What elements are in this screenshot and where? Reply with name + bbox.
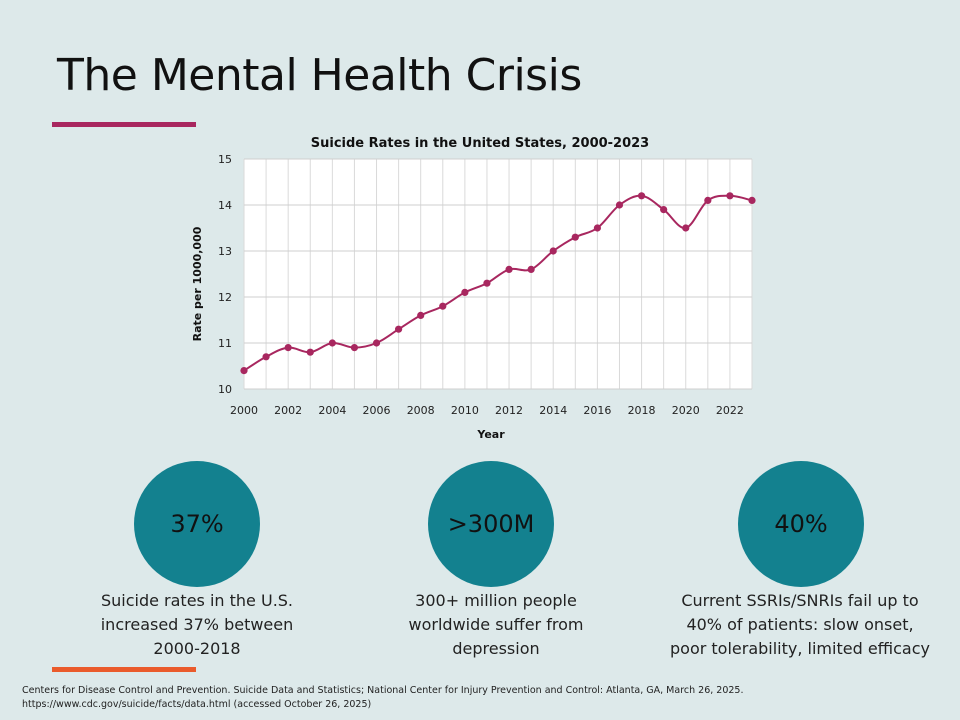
x-tick-label: 2020 [672, 404, 700, 417]
footer-accent-bar [52, 667, 196, 672]
data-point [350, 344, 359, 352]
data-point [748, 196, 756, 204]
x-tick-label: 2002 [274, 404, 302, 417]
stat-description-line: 300+ million people [415, 591, 577, 610]
x-tick-label: 2016 [583, 404, 611, 417]
stat-circle-40-percent: 40% [738, 461, 864, 587]
x-tick-label: 2012 [495, 404, 523, 417]
x-tick-label: 2018 [628, 404, 656, 417]
stat-description-line: depression [452, 639, 540, 658]
citation-url: https://www.cdc.gov/suicide/facts/data.h… [22, 699, 372, 710]
stat-description-2: 300+ million people worldwide suffer fro… [351, 589, 641, 661]
citation: Centers for Disease Control and Preventi… [22, 684, 942, 712]
x-tick-label: 2022 [716, 404, 744, 417]
data-point [372, 339, 381, 347]
y-tick-label: 15 [218, 153, 232, 166]
data-point [439, 302, 447, 310]
x-tick-label: 2004 [318, 404, 346, 417]
plot-area [244, 159, 752, 389]
stat-value: 40% [774, 510, 828, 538]
stat-description-3: Current SSRIs/SNRIs fail up to 40% of pa… [655, 589, 945, 661]
x-tick-label: 2014 [539, 404, 567, 417]
data-point [483, 279, 491, 287]
data-point [240, 367, 248, 375]
data-point [682, 224, 690, 232]
y-tick-label: 14 [218, 199, 232, 212]
slide-title: The Mental Health Crisis [57, 50, 582, 101]
stat-description-1: Suicide rates in the U.S. increased 37% … [52, 589, 342, 661]
y-tick-label: 13 [218, 245, 232, 258]
x-tick-label: 2008 [407, 404, 435, 417]
x-tick-label: 2006 [363, 404, 391, 417]
title-accent-bar [52, 122, 196, 127]
stat-description-line: Current SSRIs/SNRIs fail up to [681, 591, 919, 610]
stat-description-line: Suicide rates in the U.S. [100, 591, 294, 610]
data-point [704, 196, 712, 204]
stat-description-line: increased 37% between [100, 615, 294, 634]
stat-circle-37-percent: 37% [134, 461, 260, 587]
data-point [461, 288, 469, 296]
data-point [660, 206, 668, 214]
data-point [306, 348, 314, 356]
stat-value: 37% [170, 510, 224, 538]
data-point [284, 344, 292, 352]
data-point [395, 325, 403, 333]
y-tick-label: 10 [218, 383, 232, 396]
stat-value: >300M [447, 510, 535, 538]
stat-description-line: poor tolerability, limited efficacy [670, 639, 930, 658]
chart-svg: 10 11 12 13 14 15 2000 2002 2004 2006 2008 2010 2012… [191, 136, 756, 441]
stat-description-line: worldwide suffer from [408, 615, 584, 634]
data-point [262, 353, 270, 361]
y-tick-label: 12 [218, 291, 232, 304]
data-point [593, 224, 601, 232]
stat-circle-300m: >300M [428, 461, 554, 587]
y-axis-label: Rate per 1000,000 [191, 226, 204, 341]
x-tick-label: 2000 [230, 404, 258, 417]
data-point [328, 339, 336, 347]
data-point [505, 265, 513, 273]
data-point [615, 201, 624, 209]
data-point [527, 265, 535, 273]
data-point [726, 192, 734, 200]
data-point [417, 311, 425, 319]
stat-description-line: 2000-2018 [153, 639, 241, 658]
data-point [637, 192, 646, 200]
data-point [549, 247, 557, 255]
citation-line: Centers for Disease Control and Preventi… [22, 685, 744, 696]
line-chart: 10 11 12 13 14 15 2000 2002 2004 2006 2008 2010 2012… [191, 136, 756, 441]
x-tick-label: 2010 [451, 404, 479, 417]
stat-description-line: 40% of patients: slow onset, [686, 615, 914, 634]
x-axis-label: Year [476, 428, 505, 441]
y-tick-label: 11 [218, 337, 232, 350]
data-point [571, 233, 579, 241]
chart-title: Suicide Rates in the United States, 2000… [311, 136, 649, 151]
